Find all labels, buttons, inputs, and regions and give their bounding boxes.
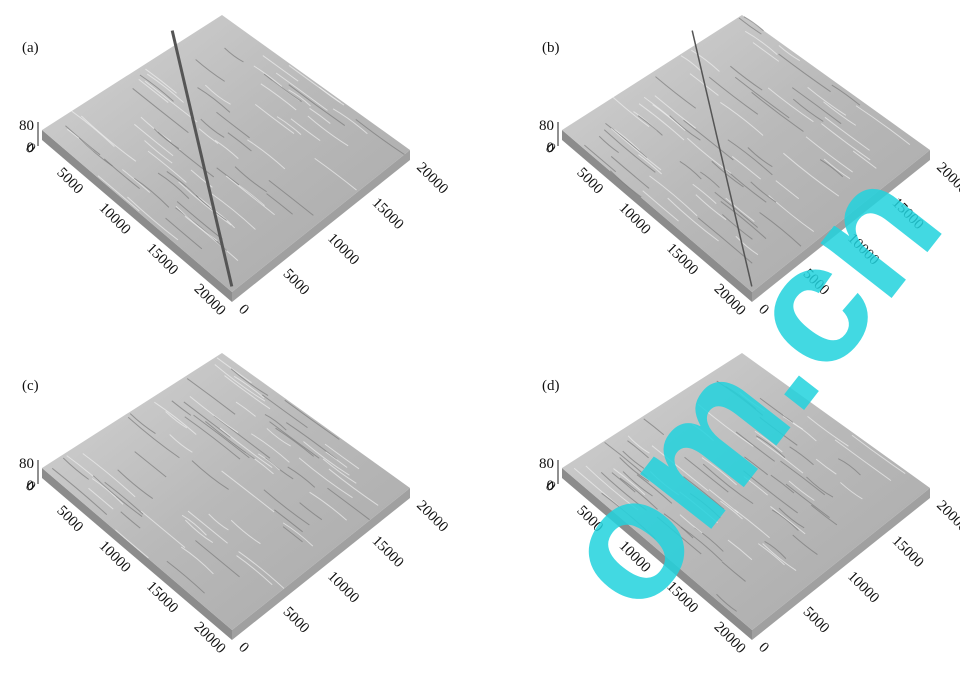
right-tick-label: 20000 [933,498,960,536]
z-tick-label: 80 [539,456,554,472]
right-tick-label: 0 [755,640,772,657]
right-tick-label: 5000 [800,604,833,637]
right-tick-label: 20000 [413,498,451,536]
page: {"panels": [ {"label": "(a)", "z_ticks":… [0,0,960,679]
right-tick-label: 0 [235,302,252,319]
right-tick-label: 10000 [844,569,882,607]
surface-panel: (a)0800500010000150002000005000100001500… [19,15,451,319]
surface-panel: (c)0800500010000150002000005000100001500… [19,353,451,657]
right-tick-label: 5000 [280,266,313,299]
right-tick-label: 10000 [324,231,362,269]
panel-label: (b) [542,40,560,56]
right-tick-label: 20000 [933,160,960,198]
right-tick-label: 15000 [369,533,407,571]
panel-label: (a) [22,40,39,56]
panel-label: (c) [22,378,39,394]
right-tick-label: 5000 [280,604,313,637]
right-tick-label: 10000 [324,569,362,607]
right-tick-label: 15000 [369,195,407,233]
z-tick-label: 80 [19,118,34,134]
right-tick-label: 15000 [889,533,927,571]
figure: (a)0800500010000150002000005000100001500… [0,0,960,679]
panel-label: (d) [542,378,560,394]
right-tick-label: 0 [235,640,252,657]
z-tick-label: 80 [539,118,554,134]
right-tick-label: 20000 [413,160,451,198]
z-tick-label: 80 [19,456,34,472]
